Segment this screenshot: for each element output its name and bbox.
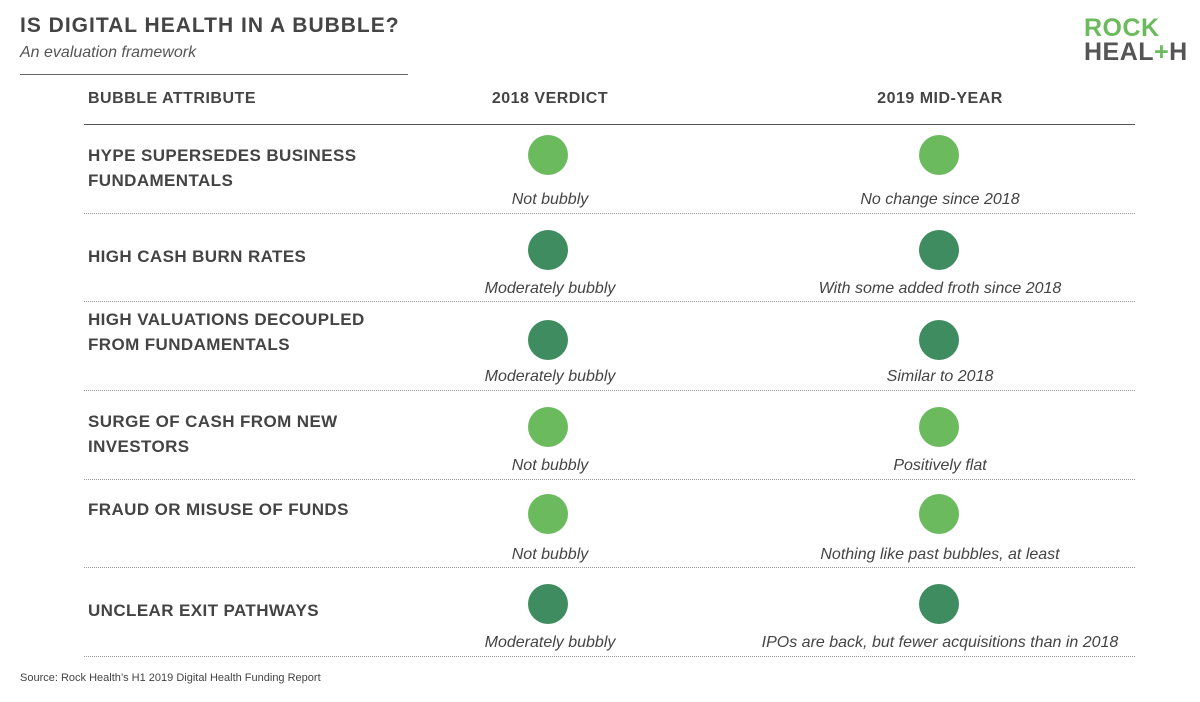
status-dot-2019: [919, 584, 959, 624]
status-dot-2019: [919, 320, 959, 360]
status-dot-2018: [528, 407, 568, 447]
title-divider: [20, 74, 408, 75]
header-divider: [84, 124, 1135, 125]
status-dot-2018: [528, 584, 568, 624]
row-divider: [84, 301, 1135, 302]
row-divider: [84, 213, 1135, 214]
status-dot-2018: [528, 135, 568, 175]
verdict-2019: Positively flat: [893, 457, 987, 474]
verdict-2018: Not bubbly: [511, 457, 589, 474]
attribute-label: HIGH VALUATIONS DECOUPLED FROM FUNDAMENT…: [88, 310, 365, 354]
verdict-2019: Similar to 2018: [886, 368, 994, 385]
verdict-2018: Moderately bubbly: [484, 634, 616, 651]
verdict-2019: IPOs are back, but fewer acquisitions th…: [761, 634, 1119, 651]
column-header-2018-verdict: 2018 VERDICT: [491, 90, 609, 107]
logo-line-2-b: H: [1169, 38, 1188, 66]
attribute-label: UNCLEAR EXIT PATHWAYS: [88, 601, 319, 620]
table-row: HYPE SUPERSEDES BUSINESS FUNDAMENTALS No…: [84, 125, 1135, 214]
status-dot-2018: [528, 494, 568, 534]
status-dot-2019: [919, 135, 959, 175]
table-row: HIGH CASH BURN RATES Moderately bubbly W…: [84, 214, 1135, 302]
verdict-2018: Not bubbly: [511, 191, 589, 208]
verdict-2019: No change since 2018: [860, 191, 1020, 208]
row-divider: [84, 390, 1135, 391]
status-dot-2019: [919, 407, 959, 447]
status-dot-2018: [528, 320, 568, 360]
verdict-2018: Moderately bubbly: [484, 280, 616, 297]
verdict-2019: With some added froth since 2018: [818, 280, 1062, 297]
attribute-label: FRAUD OR MISUSE OF FUNDS: [88, 500, 349, 519]
table-row: FRAUD OR MISUSE OF FUNDS Not bubbly Noth…: [84, 480, 1135, 568]
source-note: Source: Rock Health’s H1 2019 Digital He…: [20, 672, 321, 684]
row-divider: [84, 656, 1135, 657]
verdict-2018: Not bubbly: [511, 546, 589, 563]
table-row: HIGH VALUATIONS DECOUPLED FROM FUNDAMENT…: [84, 302, 1135, 391]
verdict-2018: Moderately bubbly: [484, 368, 616, 385]
page-title: IS DIGITAL HEALTH IN A BUBBLE?: [20, 14, 400, 37]
status-dot-2019: [919, 494, 959, 534]
table-row: SURGE OF CASH FROM NEW INVESTORS Not bub…: [84, 391, 1135, 480]
status-dot-2018: [528, 230, 568, 270]
page-subtitle: An evaluation framework: [20, 44, 197, 61]
attribute-label: SURGE OF CASH FROM NEW INVESTORS: [88, 412, 338, 456]
table-row: UNCLEAR EXIT PATHWAYS Moderately bubbly …: [84, 568, 1135, 657]
column-header-2019-midyear: 2019 MID-YEAR: [877, 90, 1003, 107]
row-divider: [84, 567, 1135, 568]
row-divider: [84, 479, 1135, 480]
attribute-label: HYPE SUPERSEDES BUSINESS FUNDAMENTALS: [88, 146, 357, 190]
column-header-attribute: BUBBLE ATTRIBUTE: [88, 90, 256, 107]
logo-line-2-a: HEAL: [1084, 38, 1155, 66]
status-dot-2019: [919, 230, 959, 270]
rock-health-logo: ROCK HEAL+H: [1084, 14, 1187, 66]
verdict-2019: Nothing like past bubbles, at least: [820, 546, 1060, 563]
logo-line-1: ROCK: [1084, 14, 1160, 42]
logo-line-2: HEAL+H: [1084, 38, 1187, 66]
attribute-label: HIGH CASH BURN RATES: [88, 247, 307, 266]
logo-plus: +: [1154, 38, 1170, 66]
